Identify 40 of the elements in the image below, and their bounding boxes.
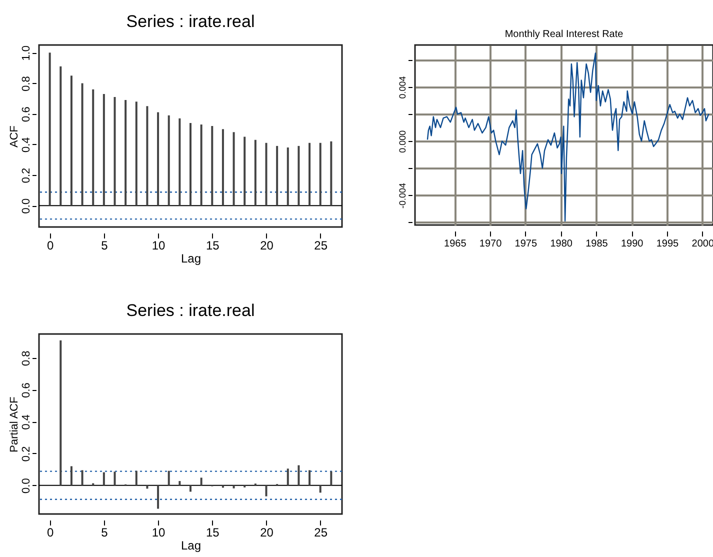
x-tick-label: 20 (260, 238, 274, 252)
x-tick-label: 1990 (620, 238, 644, 250)
y-tick-label: 0.8 (20, 76, 32, 92)
y-tick-label: 0.4 (20, 137, 32, 153)
x-tick-label: 1970 (479, 238, 502, 250)
x-tick-label: 25 (314, 526, 328, 540)
y-tick-label: -0.004 (398, 182, 408, 208)
y-tick-label: 0.8 (20, 350, 32, 366)
y-tick-label: 0.0 (20, 198, 32, 214)
chart-title: Series : irate.real (126, 12, 255, 31)
y-tick-label: 1.0 (20, 46, 32, 61)
y-axis-title: Partial ACF (8, 396, 20, 452)
x-tick-label: 1975 (514, 238, 538, 250)
y-tick-label: 0.2 (20, 446, 32, 462)
y-tick-label: 0.4 (20, 414, 32, 430)
y-tick-label: 0.0 (20, 478, 32, 494)
x-tick-label: 1980 (550, 238, 573, 250)
y-tick-label: 0.6 (20, 106, 32, 122)
y-tick-label: 0.6 (20, 382, 32, 398)
y-axis-title: ACF (8, 125, 20, 148)
x-tick-label: 1985 (586, 238, 608, 250)
y-tick-label: 0.2 (20, 168, 32, 184)
x-tick-label: 10 (152, 526, 166, 540)
x-tick-label: 1965 (444, 238, 467, 250)
x-tick-label: 25 (314, 238, 328, 252)
x-tick-label: 0 (46, 238, 54, 252)
y-tick-label: 0.004 (398, 76, 408, 99)
x-tick-label: 10 (152, 238, 166, 252)
x-tick-label: 15 (206, 526, 220, 540)
x-tick-label: 5 (101, 238, 108, 252)
chart-title: Series : irate.real (126, 301, 255, 320)
y-tick-label: 0.000 (398, 130, 408, 153)
x-tick-label: 20 (260, 526, 274, 540)
x-tick-label: 0 (46, 526, 54, 540)
x-tick-label: 15 (206, 238, 220, 252)
x-axis-title: Lag (180, 252, 202, 266)
x-tick-label: 1995 (656, 238, 680, 250)
x-tick-label: 5 (101, 526, 108, 540)
x-axis-title: Lag (180, 538, 202, 552)
chart-title: Monthly Real Interest Rate (504, 29, 624, 40)
